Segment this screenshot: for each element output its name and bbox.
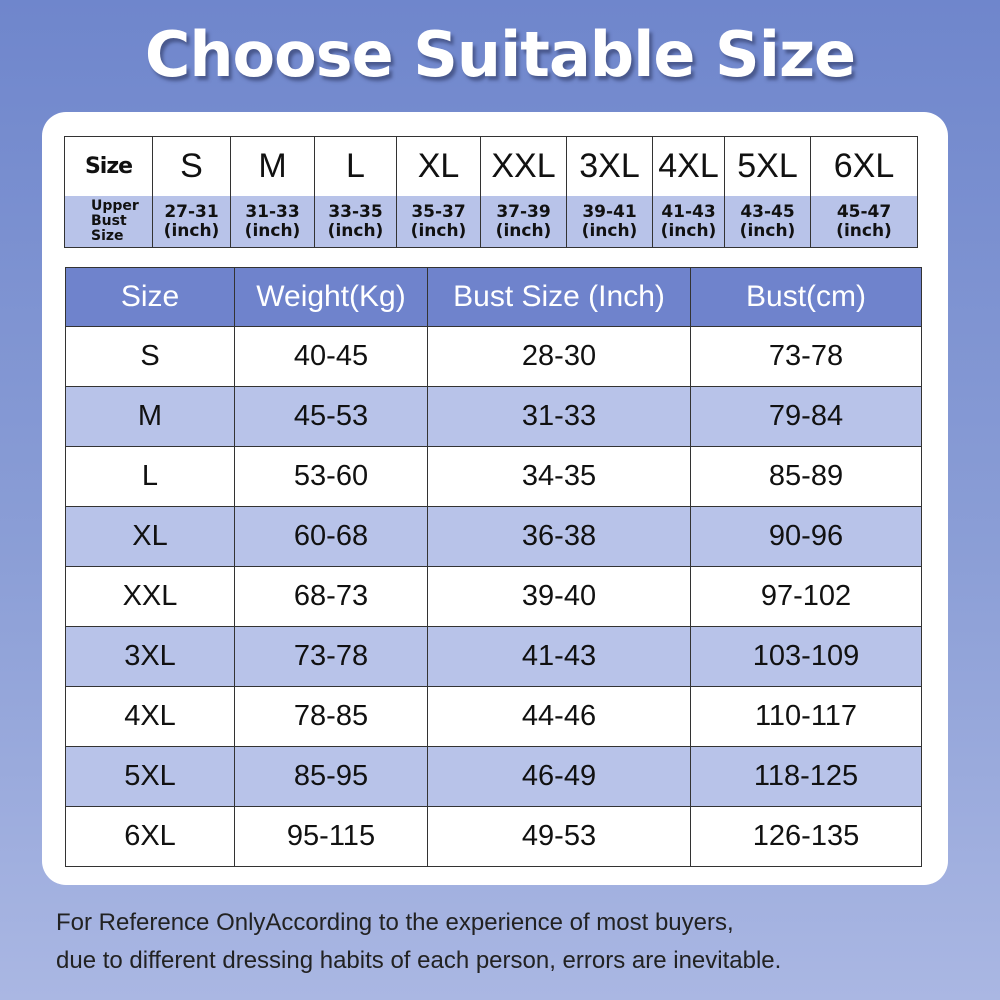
- cell-size: S: [65, 326, 235, 387]
- upper-bust-range-5xl: 43-45 (inch): [725, 196, 811, 247]
- page-title: Choose Suitable Size: [144, 18, 856, 91]
- size-table-header-row: Size Weight(Kg) Bust Size (Inch) Bust(cm…: [65, 267, 922, 327]
- cell-bust-inch: 49-53: [427, 806, 691, 867]
- cell-bust-cm: 90-96: [690, 506, 922, 567]
- table-row: S 40-45 28-30 73-78: [65, 326, 922, 387]
- upper-bust-size-6xl: 6XL: [833, 147, 895, 185]
- upper-bust-size-3xl: 3XL: [567, 137, 653, 196]
- upper-bust-size-l: L: [315, 137, 397, 196]
- cell-bust-cm: 97-102: [690, 566, 922, 627]
- cell-bust-inch: 31-33: [427, 386, 691, 447]
- upper-bust-size-xxl: XXL: [481, 137, 567, 196]
- cell-bust-cm: 79-84: [690, 386, 922, 447]
- upper-bust-size-grid: Size S M L XL XXL 3XL 4XL 5XL 6XL Upper …: [64, 136, 918, 248]
- cell-bust-cm: 103-109: [690, 626, 922, 687]
- upper-bust-size-header: Size: [65, 137, 153, 196]
- cell-bust-inch: 28-30: [427, 326, 691, 387]
- header-size: Size: [65, 267, 235, 327]
- upper-bust-range-6xl: 45-47 (inch): [811, 196, 917, 247]
- reference-note: For Reference OnlyAccording to the exper…: [56, 904, 956, 980]
- upper-bust-size-m: M: [231, 137, 315, 196]
- table-row: XL 60-68 36-38 90-96: [65, 506, 922, 567]
- cell-weight: 60-68: [234, 506, 428, 567]
- cell-size: L: [65, 446, 235, 507]
- cell-size: 5XL: [65, 746, 235, 807]
- upper-bust-range-m: 31-33 (inch): [231, 196, 315, 247]
- upper-bust-range-xxl: 37-39 (inch): [481, 196, 567, 247]
- header-bust-cm: Bust(cm): [690, 267, 922, 327]
- cell-bust-cm: 73-78: [690, 326, 922, 387]
- cell-bust-inch: 34-35: [427, 446, 691, 507]
- cell-weight: 40-45: [234, 326, 428, 387]
- table-row: 5XL 85-95 46-49 118-125: [65, 746, 922, 807]
- upper-bust-range-xl: 35-37 (inch): [397, 196, 481, 247]
- upper-bust-size-xl: XL: [397, 137, 481, 196]
- table-row: L 53-60 34-35 85-89: [65, 446, 922, 507]
- cell-bust-cm: 118-125: [690, 746, 922, 807]
- cell-bust-inch: 39-40: [427, 566, 691, 627]
- cell-size: M: [65, 386, 235, 447]
- cell-weight: 68-73: [234, 566, 428, 627]
- header-bust-inch: Bust Size (Inch): [427, 267, 691, 327]
- cell-bust-cm: 110-117: [690, 686, 922, 747]
- upper-bust-range-l: 33-35 (inch): [315, 196, 397, 247]
- cell-size: 6XL: [65, 806, 235, 867]
- cell-weight: 78-85: [234, 686, 428, 747]
- upper-bust-range-s: 27-31 (inch): [153, 196, 231, 247]
- reference-note-line-2: due to different dressing habits of each…: [56, 947, 782, 974]
- table-row: M 45-53 31-33 79-84: [65, 386, 922, 447]
- cell-bust-cm: 126-135: [690, 806, 922, 867]
- table-row: 3XL 73-78 41-43 103-109: [65, 626, 922, 687]
- reference-note-line-1: For Reference OnlyAccording to the exper…: [56, 909, 734, 936]
- upper-bust-size-s: S: [153, 137, 231, 196]
- cell-weight: 95-115: [234, 806, 428, 867]
- table-row: 4XL 78-85 44-46 110-117: [65, 686, 922, 747]
- size-table: Size Weight(Kg) Bust Size (Inch) Bust(cm…: [65, 267, 922, 867]
- upper-bust-size-5xl: 5XL: [725, 137, 811, 196]
- table-row: 6XL 95-115 49-53 126-135: [65, 806, 922, 867]
- cell-size: XXL: [65, 566, 235, 627]
- upper-bust-row-label: Upper Bust Size: [65, 196, 153, 247]
- cell-bust-inch: 36-38: [427, 506, 691, 567]
- cell-bust-inch: 44-46: [427, 686, 691, 747]
- upper-bust-range-4xl: 41-43 (inch): [653, 196, 725, 247]
- cell-bust-inch: 41-43: [427, 626, 691, 687]
- upper-bust-size-4xl: 4XL: [653, 137, 725, 196]
- cell-weight: 85-95: [234, 746, 428, 807]
- cell-weight: 45-53: [234, 386, 428, 447]
- cell-size: 3XL: [65, 626, 235, 687]
- cell-bust-cm: 85-89: [690, 446, 922, 507]
- upper-bust-range-3xl: 39-41 (inch): [567, 196, 653, 247]
- cell-bust-inch: 46-49: [427, 746, 691, 807]
- cell-weight: 53-60: [234, 446, 428, 507]
- cell-weight: 73-78: [234, 626, 428, 687]
- table-row: XXL 68-73 39-40 97-102: [65, 566, 922, 627]
- header-weight: Weight(Kg): [234, 267, 428, 327]
- cell-size: XL: [65, 506, 235, 567]
- cell-size: 4XL: [65, 686, 235, 747]
